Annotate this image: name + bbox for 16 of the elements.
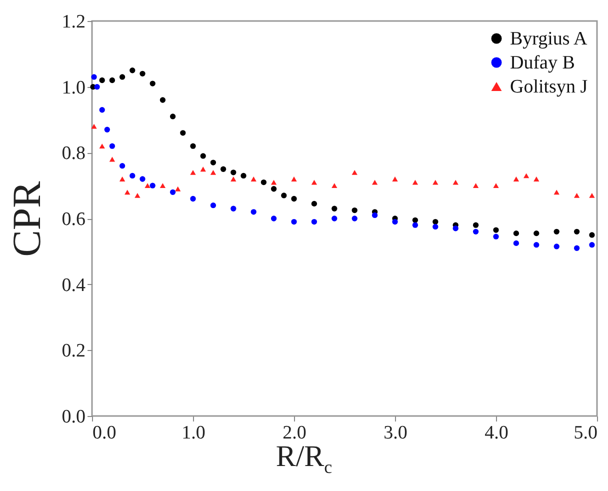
legend-label: Golitsyn J [510,76,588,98]
legend-label: Byrgius A [510,28,588,50]
y-tick-label: 0.6 [62,209,86,230]
x-tick-label: 0.0 [92,422,116,444]
y-axis-title: CPR [4,180,49,257]
y-tick-label: 0.4 [62,274,86,296]
x-tick-label: 4.0 [484,422,508,444]
y-tick-label: 0.0 [62,406,86,428]
x-tick-label: 5.0 [574,422,598,444]
x-tick-label: 1.0 [182,422,206,444]
legend-label: Dufay B [510,52,575,74]
y-tick-label: 1.2 [62,12,86,32]
x-tick-label: 3.0 [384,422,408,444]
y-tick-label: 0.8 [62,143,86,164]
y-tick-label: 1.0 [62,77,86,98]
y-tick-label: 0.2 [62,340,86,362]
